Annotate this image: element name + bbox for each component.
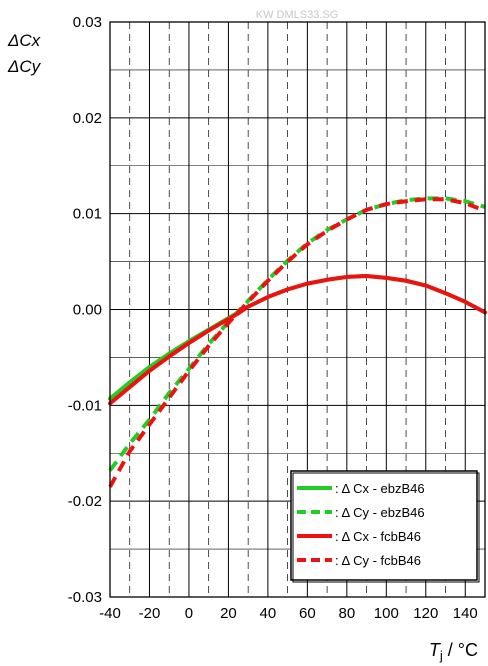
legend: : Δ Cx - ebzB46 : Δ Cy - ebzB46 : Δ Cx - f… [290,470,480,583]
x-axis-label: Tj / °C [429,640,478,663]
y-axis-label-line-2: ΔCy [7,57,42,76]
legend-shadow [292,472,480,583]
x-axis-label-subscript: j [439,648,443,663]
legend-label-3: : Δ Cx - fcbB46 [335,529,421,544]
legend-label-1: : Δ Cx - ebzB46 [335,481,425,496]
series-line-4 [108,197,486,488]
y-tick-label: 0.03 [73,14,102,31]
x-tick-label: 40 [260,605,277,622]
x-tick-label: 140 [453,605,478,622]
x-tick-label: 100 [374,605,399,622]
x-tick-label: 0 [185,605,193,622]
x-tick-labels: -40 -20 0 20 40 60 80 100 120 140 [99,605,478,622]
legend-label-4: : Δ Cy - fcbB46 [335,553,421,568]
series-line-2 [108,196,486,472]
x-tick-label: 120 [413,605,438,622]
y-axis-label-line-1: ΔCx [7,31,41,50]
legend-label-2: : Δ Cy - ebzB46 [335,505,425,520]
series-line-3 [108,273,487,406]
series-line-1 [108,273,487,401]
x-tick-label: 80 [338,605,355,622]
y-tick-label: 0.01 [73,206,102,223]
y-tick-label: -0.02 [68,493,102,510]
x-tick-label: -20 [139,605,161,622]
y-tick-labels: -0.03 -0.02 -0.01 0.00 0.01 0.02 0.03 [68,14,102,606]
x-tick-label: 20 [220,605,237,622]
y-tick-label: 0.00 [73,302,102,319]
x-axis-label-unit: / °C [443,640,478,660]
watermark: KW DMLS33.SG [256,9,339,21]
x-tick-label: -40 [99,605,121,622]
series-lines [108,196,487,488]
x-axis-label-symbol: T [429,640,442,660]
plot-frame [109,21,486,598]
y-tick-label: 0.02 [73,110,102,127]
y-tick-label: -0.01 [68,397,102,414]
x-tick-label: 60 [299,605,316,622]
y-tick-label: -0.03 [68,589,102,606]
